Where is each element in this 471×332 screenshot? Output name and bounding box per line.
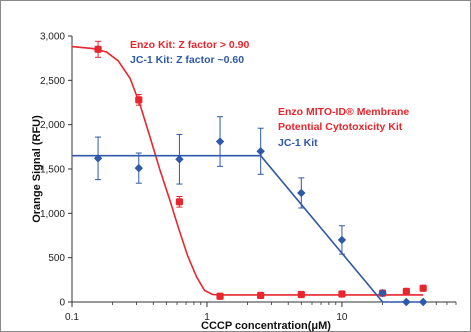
enzo-fit-line xyxy=(71,45,424,296)
y-tick-label: 500 xyxy=(48,253,65,264)
jc1-point xyxy=(175,155,184,164)
enzo-point xyxy=(175,198,184,206)
y-tick-label: 1,000 xyxy=(40,209,65,220)
x-tick-label: 1 xyxy=(204,312,210,323)
jc1-fit-line xyxy=(72,154,424,303)
enzo-point xyxy=(338,290,346,298)
y-axis-title: Orange Signal (RFU) xyxy=(31,115,43,223)
y-tick-label: 1,500 xyxy=(40,165,65,176)
jc1-point xyxy=(256,147,265,156)
jc1-point xyxy=(418,297,428,307)
jc1-point xyxy=(378,288,387,298)
enzo-point xyxy=(94,45,102,53)
x-tick-label: 0.1 xyxy=(65,312,79,323)
legend-label-enzo: Enzo MITO-ID® Membrane xyxy=(278,106,409,118)
enzo-point xyxy=(135,96,143,104)
x-tick-label: 10 xyxy=(336,312,348,323)
x-axis-title: CCCP concentration(μM) xyxy=(201,320,331,332)
jc1-point xyxy=(337,235,347,245)
jc1-point xyxy=(297,188,306,198)
enzo-point xyxy=(216,292,224,300)
enzo-point xyxy=(257,291,265,299)
y-tick-label: 0 xyxy=(59,298,65,309)
annotation-jc1: JC-1 Kit: Z factor ~0.60 xyxy=(130,54,244,66)
jc1-point xyxy=(134,163,143,173)
annotation-enzo: Enzo Kit: Z factor > 0.90 xyxy=(130,39,249,51)
y-tick-label: 2,000 xyxy=(40,120,65,131)
jc1-point xyxy=(402,297,411,307)
jc1-point xyxy=(93,154,103,163)
y-tick-label: 2,500 xyxy=(40,76,65,87)
enzo-point xyxy=(402,287,410,295)
enzo-point xyxy=(297,290,305,299)
enzo-point xyxy=(419,284,427,292)
jc1-point xyxy=(215,137,225,146)
legend-label-jc1: JC-1 Kit xyxy=(278,137,318,149)
legend-label-enzo: Potential Cytotoxicity Kit xyxy=(278,121,403,133)
y-tick-label: 3,000 xyxy=(40,32,65,43)
